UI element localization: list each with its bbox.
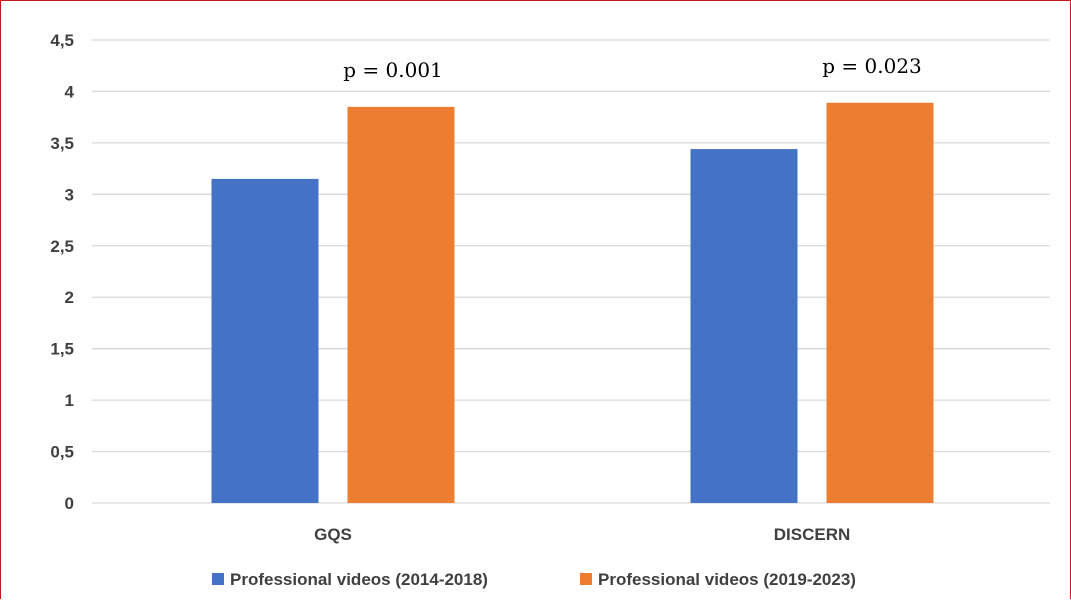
bar-gqs-series-2: [347, 106, 455, 503]
bars: [211, 102, 934, 504]
legend-label: Professional videos (2014-2018): [230, 570, 488, 589]
y-tick-label: 0,5: [50, 443, 74, 462]
y-tick-label: 1: [65, 391, 74, 410]
annotations: p = 0.001 p = 0.023: [343, 54, 922, 82]
legend-swatch: [580, 573, 592, 585]
category-labels: GQS DISCERN: [314, 525, 850, 544]
y-tick-label: 1,5: [50, 340, 74, 359]
legend-label: Professional videos (2019-2023): [598, 570, 856, 589]
y-tick-label: 2: [65, 288, 74, 307]
y-tick-label: 3: [65, 185, 74, 204]
category-label: GQS: [314, 525, 352, 544]
legend-swatch: [212, 573, 224, 585]
y-tick-label: 2,5: [50, 237, 74, 256]
y-tick-label: 0: [65, 494, 74, 513]
y-tick-label: 4: [65, 82, 75, 101]
y-tick-label: 4,5: [50, 31, 74, 50]
bar-discern-series-2: [826, 102, 934, 504]
legend: Professional videos (2014-2018) Professio…: [212, 570, 856, 589]
p-value-annotation: p = 0.001: [343, 58, 443, 82]
p-value-annotation: p = 0.023: [822, 54, 922, 78]
y-tick-label: 3,5: [50, 134, 74, 153]
bar-discern-series-1: [690, 149, 798, 503]
category-label: DISCERN: [774, 525, 851, 544]
bar-gqs-series-1: [211, 178, 319, 503]
y-axis-tick-labels: 0 0,5 1 1,5 2 2,5 3 3,5 4 4,5: [50, 31, 74, 513]
